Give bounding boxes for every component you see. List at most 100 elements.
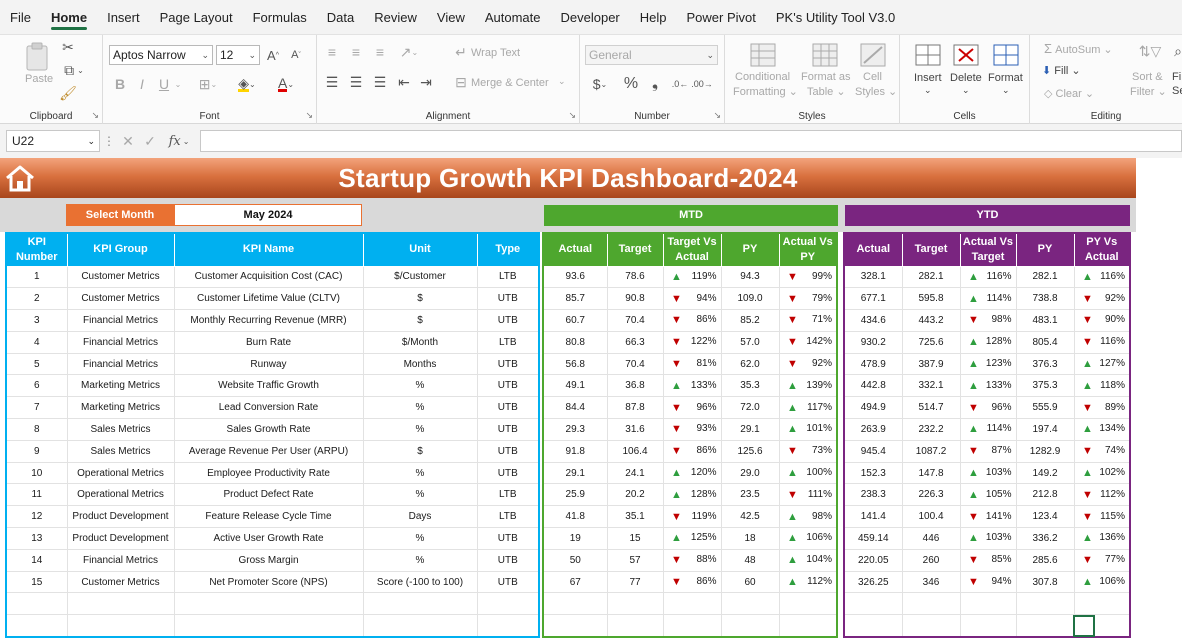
kpi-unit-cell[interactable]: $/Month <box>363 331 478 354</box>
kpi-type-cell[interactable]: LTB <box>477 331 540 354</box>
fill-button[interactable]: ⬇ Fill ⌄ <box>1042 65 1081 77</box>
delete-button[interactable]: Delete <box>950 72 982 84</box>
ytd-actual-cell[interactable]: 930.2 <box>844 331 903 354</box>
kpi-type-cell[interactable]: UTB <box>477 549 540 572</box>
ytd-target-cell[interactable]: 332.1 <box>902 374 961 398</box>
mtd-py-cell[interactable]: 85.2 <box>721 309 780 332</box>
ytd-py-vs-actual-cell[interactable]: ▲ 118% <box>1074 374 1131 398</box>
mtd-target-cell[interactable]: 87.8 <box>607 396 664 420</box>
mtd-actual-cell[interactable]: 41.8 <box>543 505 608 529</box>
clear-button[interactable]: ◇ Clear ⌄ <box>1044 88 1095 100</box>
kpi-type-cell[interactable]: UTB <box>477 353 540 376</box>
font-launcher-icon[interactable]: ↘ <box>305 110 313 120</box>
number-format-select[interactable]: General ⌄ <box>585 45 718 65</box>
menu-tab-pk-s-utility-tool-v3-0[interactable]: PK's Utility Tool V3.0 <box>775 10 896 25</box>
ytd-py-cell[interactable]: 336.2 <box>1016 527 1075 550</box>
empty-cell[interactable] <box>779 592 838 616</box>
menu-tab-insert[interactable]: Insert <box>107 10 140 25</box>
conditional-formatting-icon[interactable] <box>749 41 777 69</box>
mtd-target-cell[interactable]: 24.1 <box>607 462 664 485</box>
empty-cell[interactable] <box>1074 614 1131 638</box>
increase-font-icon[interactable]: A ^ <box>267 47 279 63</box>
confirm-entry-icon[interactable]: ✓ <box>144 132 156 149</box>
mtd-target-vs-actual-cell[interactable]: ▲ 128% <box>663 483 722 507</box>
wrap-text-icon[interactable]: ↵ <box>455 43 467 60</box>
kpi-number-cell[interactable]: 2 <box>6 287 68 311</box>
ytd-py-vs-actual-cell[interactable]: ▼ 115% <box>1074 505 1131 529</box>
mtd-actual-cell[interactable]: 80.8 <box>543 331 608 354</box>
kpi-group-cell[interactable]: Financial Metrics <box>67 309 175 332</box>
ytd-actual-vs-target-cell[interactable]: ▲ 103% <box>960 462 1017 485</box>
ytd-py-cell[interactable]: 282.1 <box>1016 266 1075 289</box>
ytd-actual-vs-target-cell[interactable]: ▲ 116% <box>960 266 1017 289</box>
mtd-actual-cell[interactable]: 91.8 <box>543 440 608 463</box>
ytd-py-vs-actual-cell[interactable]: ▼ 77% <box>1074 549 1131 572</box>
ytd-target-cell[interactable]: 514.7 <box>902 396 961 420</box>
empty-cell[interactable] <box>1016 614 1075 638</box>
kpi-number-cell[interactable]: 8 <box>6 418 68 441</box>
kpi-number-cell[interactable]: 3 <box>6 309 68 332</box>
ytd-py-vs-actual-cell[interactable]: ▲ 116% <box>1074 266 1131 289</box>
chevron-down-icon[interactable]: ⌄ <box>558 76 566 86</box>
paste-icon[interactable] <box>22 41 52 73</box>
mtd-actual-cell[interactable]: 25.9 <box>543 483 608 507</box>
kpi-type-cell[interactable]: UTB <box>477 374 540 398</box>
more-options-icon[interactable]: ⋮ <box>103 134 115 148</box>
empty-cell[interactable] <box>721 592 780 616</box>
ytd-actual-cell[interactable]: 459.14 <box>844 527 903 550</box>
mtd-target-cell[interactable]: 36.8 <box>607 374 664 398</box>
kpi-number-cell[interactable]: 7 <box>6 396 68 420</box>
kpi-type-cell[interactable]: UTB <box>477 309 540 332</box>
align-right-icon[interactable]: ☰ <box>373 73 387 90</box>
mtd-target-vs-actual-cell[interactable]: ▲ 125% <box>663 527 722 550</box>
kpi-number-cell[interactable]: 1 <box>6 266 68 289</box>
borders-icon[interactable]: ⊞ ⌄ <box>198 75 218 92</box>
ytd-actual-cell[interactable]: 434.6 <box>844 309 903 332</box>
ytd-actual-vs-target-cell[interactable]: ▲ 114% <box>960 287 1017 311</box>
kpi-unit-cell[interactable]: $/Customer <box>363 266 478 289</box>
name-box[interactable]: U22 ⌄ <box>6 130 100 152</box>
orientation-icon[interactable]: ↗ ⌄ <box>399 43 419 60</box>
mtd-py-cell[interactable]: 29.1 <box>721 418 780 441</box>
kpi-type-cell[interactable]: UTB <box>477 396 540 420</box>
mtd-py-cell[interactable]: 72.0 <box>721 396 780 420</box>
cell-styles-button[interactable]: Cell <box>863 71 882 83</box>
ytd-actual-vs-target-cell[interactable]: ▼ 98% <box>960 309 1017 332</box>
chevron-down-icon[interactable]: ⌄ <box>962 85 970 95</box>
align-top-icon[interactable]: ≡ <box>327 44 337 60</box>
ytd-py-vs-actual-cell[interactable]: ▲ 102% <box>1074 462 1131 485</box>
kpi-name-cell[interactable]: Lead Conversion Rate <box>174 396 364 420</box>
kpi-type-cell[interactable]: UTB <box>477 440 540 463</box>
kpi-type-cell[interactable]: UTB <box>477 462 540 485</box>
comma-icon[interactable]: ❟ <box>651 75 659 92</box>
ytd-py-cell[interactable]: 197.4 <box>1016 418 1075 441</box>
merge-center-button[interactable]: Merge & Center <box>471 77 549 89</box>
empty-cell[interactable] <box>67 614 175 638</box>
kpi-unit-cell[interactable]: % <box>363 527 478 550</box>
empty-cell[interactable] <box>67 592 175 616</box>
currency-icon[interactable]: $ ⌄ <box>592 76 608 92</box>
menu-tab-page-layout[interactable]: Page Layout <box>159 10 233 25</box>
empty-cell[interactable] <box>6 614 68 638</box>
mtd-target-cell[interactable]: 15 <box>607 527 664 550</box>
format-cells-icon[interactable] <box>992 41 1020 69</box>
find-select-button-line2[interactable]: Se <box>1172 85 1182 97</box>
menu-tab-file[interactable]: File <box>10 10 31 25</box>
mtd-actual-vs-py-cell[interactable]: ▲ 139% <box>779 374 838 398</box>
ytd-py-vs-actual-cell[interactable]: ▲ 127% <box>1074 353 1131 376</box>
empty-cell[interactable] <box>663 614 722 638</box>
mtd-actual-cell[interactable]: 56.8 <box>543 353 608 376</box>
ytd-py-vs-actual-cell[interactable]: ▼ 90% <box>1074 309 1131 332</box>
empty-cell[interactable] <box>663 592 722 616</box>
kpi-number-cell[interactable]: 12 <box>6 505 68 529</box>
ytd-actual-vs-target-cell[interactable]: ▼ 141% <box>960 505 1017 529</box>
empty-cell[interactable] <box>607 592 664 616</box>
ytd-actual-vs-target-cell[interactable]: ▲ 123% <box>960 353 1017 376</box>
italic-button[interactable]: I <box>140 76 144 92</box>
empty-cell[interactable] <box>174 614 364 638</box>
delete-cells-icon[interactable] <box>952 41 980 69</box>
find-select-button[interactable]: Fi <box>1172 71 1182 83</box>
alignment-launcher-icon[interactable]: ↘ <box>568 110 576 120</box>
copy-icon[interactable]: ⧉ ⌄ <box>64 61 84 78</box>
kpi-type-cell[interactable]: LTB <box>477 483 540 507</box>
